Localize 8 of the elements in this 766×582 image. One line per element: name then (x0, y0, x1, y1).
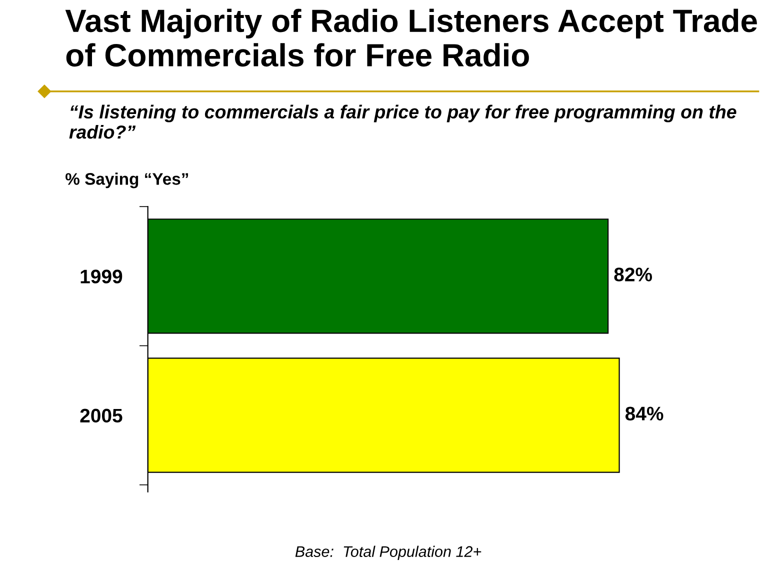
chart-title: Vast Majority of Radio Listeners Accept Trade of Commercials for Free Radio (65, 8, 757, 67)
data-label: 84% (625, 406, 664, 420)
y-tick-label: 2005 (80, 408, 122, 423)
text: % Saying “Yes” (66, 172, 188, 188)
y-tick-label: 1999 (80, 270, 122, 284)
chart-subtitle: “Is listening to commercials a fair price to pay for free programming on the radio?” (69, 104, 736, 139)
data-label: 82% (614, 268, 652, 282)
text: Base: Total Population 12+ (295, 546, 482, 560)
